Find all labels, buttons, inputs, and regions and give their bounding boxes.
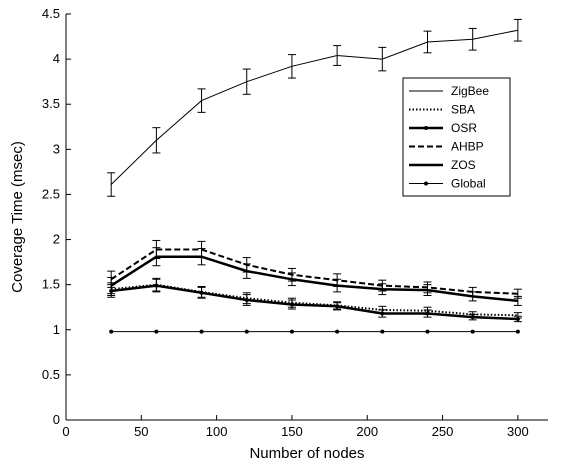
data-point <box>515 329 520 334</box>
series-ahbp <box>107 239 522 299</box>
y-tick-label: 0.5 <box>42 367 60 382</box>
legend-label-osr: OSR <box>451 121 477 135</box>
legend-box <box>402 77 511 197</box>
y-tick-label: 4.5 <box>42 6 60 21</box>
y-tick-label: 3 <box>53 141 60 156</box>
data-point <box>425 311 430 316</box>
series-zos <box>107 247 522 306</box>
series-line <box>110 248 518 295</box>
x-tick-label: 250 <box>432 424 454 439</box>
x-axis-label: Number of nodes <box>249 445 364 462</box>
series-osr <box>107 278 522 323</box>
data-point <box>244 329 249 334</box>
legend-label-zigbee: ZigBee <box>451 84 489 98</box>
data-point <box>109 329 114 334</box>
y-tick-label: 3.5 <box>42 96 60 111</box>
x-tick-label: 300 <box>507 424 529 439</box>
data-point <box>335 329 340 334</box>
data-point <box>380 329 385 334</box>
data-point <box>154 283 159 288</box>
y-tick-label: 2 <box>53 232 60 247</box>
data-point <box>470 315 475 320</box>
series-line <box>111 284 518 321</box>
legend-marker <box>424 181 428 186</box>
data-point <box>380 311 385 316</box>
series-line <box>110 255 519 303</box>
legend-label-ahbp: AHBP <box>451 140 484 154</box>
series-line <box>110 29 518 185</box>
series-zigbee <box>107 18 522 197</box>
y-tick-label: 0 <box>53 412 60 427</box>
x-tick-label: 50 <box>134 424 148 439</box>
legend: ZigBee SBA OSR AHBP ZOS Global <box>402 77 511 197</box>
series-sba <box>107 277 522 319</box>
data-point <box>335 304 340 309</box>
data-point <box>470 329 475 334</box>
data-point <box>199 290 204 295</box>
x-tick-label: 200 <box>356 424 378 439</box>
axes: 0 50 100 150 200 250 300 0 0.5 1 1.5 2 2.5 3 3.5 4 4.5 Nu… <box>9 6 548 462</box>
legend-marker <box>424 126 428 130</box>
legend-label-zos: ZOS <box>451 158 476 172</box>
data-point <box>289 329 294 334</box>
legend-label-global: Global <box>451 177 486 191</box>
data-point <box>289 302 294 307</box>
plot-area <box>107 18 522 334</box>
y-tick-label: 1 <box>53 322 60 337</box>
series-global <box>109 329 520 334</box>
series-line <box>111 283 518 317</box>
data-point <box>244 298 249 303</box>
x-tick-label: 100 <box>206 424 228 439</box>
y-tick-label: 4 <box>53 51 60 66</box>
data-point <box>154 329 159 334</box>
y-axis-label: Coverage Time (msec) <box>9 141 26 293</box>
data-point <box>425 329 430 334</box>
legend-label-sba: SBA <box>451 103 475 117</box>
data-point <box>199 329 204 334</box>
y-tick-label: 1.5 <box>42 277 60 292</box>
x-tick-label: 0 <box>62 424 69 439</box>
y-tick-label: 2.5 <box>42 186 60 201</box>
data-point <box>515 316 520 321</box>
x-tick-label: 150 <box>281 424 303 439</box>
